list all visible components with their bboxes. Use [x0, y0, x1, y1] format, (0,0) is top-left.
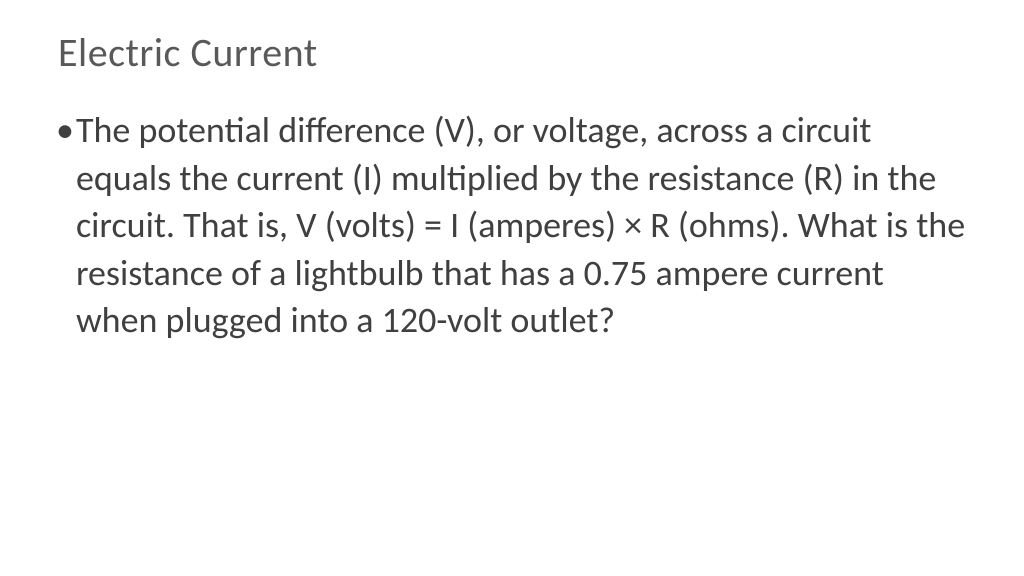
slide-title: Electric Current	[58, 28, 966, 77]
bullet-marker-icon: •	[56, 107, 74, 155]
slide-container: Electric Current • The potential differe…	[0, 0, 1024, 576]
bullet-item: • The potential difference (V), or volta…	[58, 107, 966, 345]
slide-content: • The potential difference (V), or volta…	[58, 107, 966, 345]
bullet-text: The potential difference (V), or voltage…	[76, 107, 966, 345]
